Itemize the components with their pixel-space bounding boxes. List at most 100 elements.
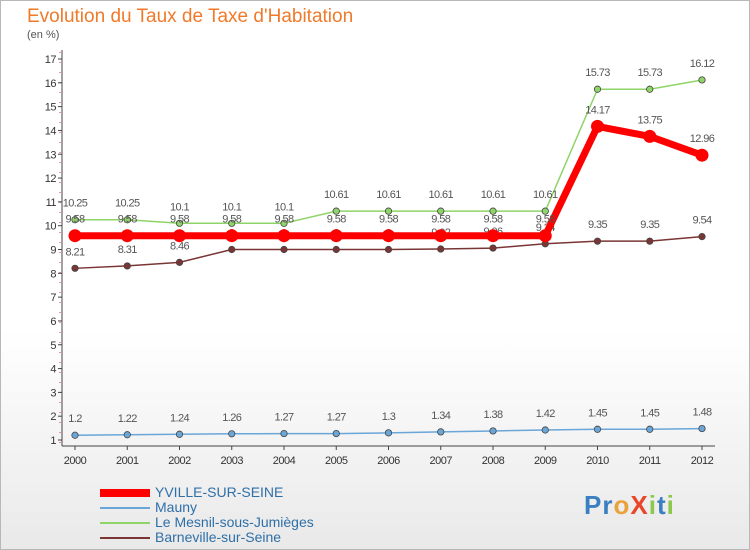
logo-letter: X [630, 490, 649, 520]
data-label-mauny: 1.38 [483, 409, 502, 421]
y-tick-label: 16 [45, 78, 57, 90]
y-tick-label: 13 [45, 149, 57, 161]
data-point-le-mesnil-sous-jumieges [489, 207, 497, 215]
data-label-barneville-sur-seine: 9.35 [640, 219, 659, 231]
data-point-yville-sur-seine [68, 229, 82, 243]
data-point-barneville-sur-seine [593, 237, 602, 245]
data-point-yville-sur-seine [225, 229, 239, 243]
data-label-barneville-sur-seine: 9.54 [692, 215, 711, 227]
unit-label: (en %) [27, 29, 60, 41]
data-point-le-mesnil-sous-jumieges [646, 85, 654, 93]
legend-label: Mauny [155, 499, 198, 515]
data-point-barneville-sur-seine [332, 245, 340, 254]
data-point-le-mesnil-sous-jumieges [593, 85, 602, 93]
y-tick-label: 1 [50, 435, 56, 447]
x-tick-label: 2009 [534, 455, 557, 467]
data-label-mauny: 1.34 [431, 410, 450, 422]
x-tick-label: 2011 [639, 455, 661, 467]
legend-swatch [100, 489, 150, 497]
y-tick-label: 12 [45, 173, 57, 185]
y-tick-label: 17 [45, 54, 57, 66]
data-label-mauny: 1.27 [274, 412, 293, 424]
y-tick-label: 3 [50, 387, 56, 399]
logo-letter: P [584, 490, 603, 520]
data-point-yville-sur-seine [329, 229, 343, 243]
data-point-mauny [384, 429, 393, 437]
y-tick-label: 10 [45, 221, 57, 233]
data-label-mauny: 1.22 [118, 413, 137, 425]
data-point-mauny [228, 430, 236, 438]
data-label-le-mesnil-sous-jumieges: 10.1 [170, 201, 189, 213]
proxiti-logo: ProXiti [584, 490, 675, 521]
x-tick-label: 2005 [325, 455, 348, 467]
data-label-le-mesnil-sous-jumieges: 10.61 [376, 189, 401, 201]
data-label-yville-sur-seine: 9.58 [274, 214, 293, 226]
data-label-yville-sur-seine: 9.58 [118, 214, 137, 226]
data-label-barneville-sur-seine: 8.21 [65, 246, 84, 258]
data-label-le-mesnil-sous-jumieges: 15.73 [637, 67, 662, 79]
logo-letter: r [602, 490, 614, 520]
x-tick-label: 2006 [377, 455, 400, 467]
logo-letter: t [656, 490, 667, 520]
data-label-yville-sur-seine: 9.58 [222, 214, 241, 226]
data-point-le-mesnil-sous-jumieges [698, 76, 706, 84]
data-point-barneville-sur-seine [437, 245, 445, 253]
data-label-mauny: 1.48 [692, 407, 711, 419]
legend-swatch [100, 522, 150, 524]
data-label-barneville-sur-seine: 9.35 [588, 219, 607, 231]
data-point-mauny [646, 425, 654, 433]
data-label-yville-sur-seine: 9.58 [65, 214, 84, 226]
data-point-mauny [593, 425, 602, 433]
y-tick-label: 14 [45, 125, 57, 137]
x-tick-label: 2002 [168, 455, 191, 467]
data-point-mauny [175, 430, 184, 438]
data-point-barneville-sur-seine [646, 237, 654, 245]
y-tick-label: 7 [50, 292, 56, 304]
data-label-yville-sur-seine: 13.75 [637, 114, 662, 126]
logo-letter: i [666, 490, 675, 520]
data-point-barneville-sur-seine [280, 245, 288, 254]
legend-label: Le Mesnil-sous-Jumièges [155, 514, 314, 530]
legend-label: YVILLE-SUR-SEINE [155, 484, 284, 500]
x-tick-label: 2010 [586, 455, 609, 467]
data-point-le-mesnil-sous-jumieges [384, 207, 393, 215]
data-point-le-mesnil-sous-jumieges [332, 207, 340, 215]
data-label-yville-sur-seine: 9.58 [536, 214, 555, 226]
data-point-yville-sur-seine [173, 229, 186, 243]
data-label-le-mesnil-sous-jumieges: 16.12 [690, 58, 715, 70]
data-label-le-mesnil-sous-jumieges: 10.25 [115, 198, 140, 210]
logo-letter: o [613, 490, 631, 520]
data-label-mauny: 1.2 [68, 413, 82, 425]
data-point-le-mesnil-sous-jumieges [280, 219, 288, 227]
data-point-yville-sur-seine [695, 148, 709, 162]
data-label-le-mesnil-sous-jumieges: 10.61 [324, 189, 349, 201]
legend-swatch [100, 537, 150, 539]
legend-swatch [100, 507, 150, 509]
data-point-barneville-sur-seine [489, 244, 497, 252]
data-point-mauny [332, 429, 340, 438]
data-point-mauny [71, 431, 79, 439]
data-point-barneville-sur-seine [123, 262, 131, 270]
data-point-barneville-sur-seine [698, 233, 706, 241]
data-point-yville-sur-seine [538, 229, 552, 243]
x-tick-label: 2004 [273, 455, 296, 467]
x-tick-label: 2000 [64, 455, 87, 467]
data-point-barneville-sur-seine [175, 258, 184, 266]
data-point-yville-sur-seine [591, 119, 604, 133]
data-label-yville-sur-seine: 9.58 [431, 214, 450, 226]
data-point-le-mesnil-sous-jumieges [123, 216, 131, 224]
data-point-barneville-sur-seine [71, 264, 79, 272]
x-tick-label: 2001 [116, 455, 139, 467]
data-point-yville-sur-seine [277, 229, 291, 243]
y-tick-label: 15 [45, 102, 57, 114]
data-label-yville-sur-seine: 9.58 [170, 214, 189, 226]
data-point-yville-sur-seine [486, 229, 500, 243]
data-label-yville-sur-seine: 9.58 [379, 214, 398, 226]
data-point-mauny [698, 424, 706, 433]
data-label-yville-sur-seine: 12.96 [690, 133, 715, 145]
y-tick-label: 5 [50, 340, 56, 352]
data-label-mauny: 1.45 [588, 407, 607, 419]
data-label-le-mesnil-sous-jumieges: 10.61 [428, 189, 453, 201]
data-label-yville-sur-seine: 9.58 [327, 214, 346, 226]
